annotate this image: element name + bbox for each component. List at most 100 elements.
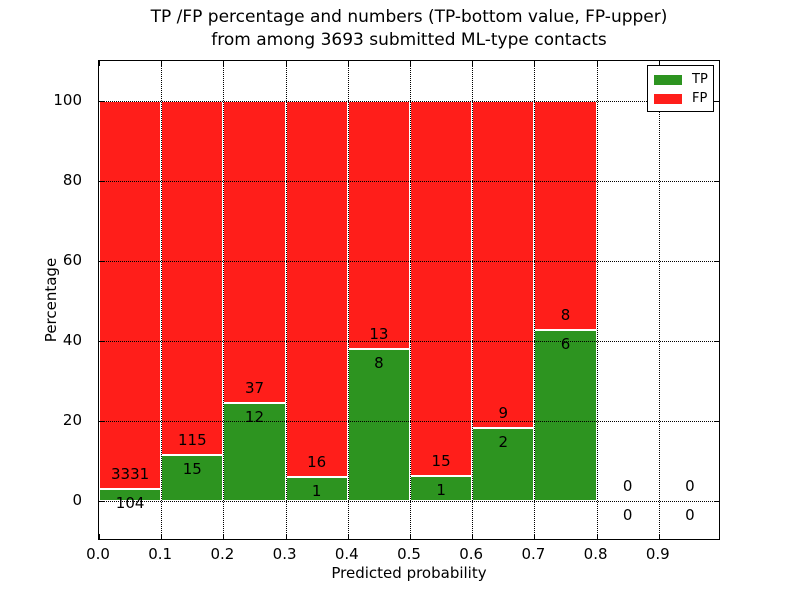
y-tick-mark-right — [714, 101, 719, 102]
vertical-gridline — [161, 61, 163, 539]
x-tick-label: 0.5 — [397, 545, 421, 563]
vertical-gridline — [472, 61, 474, 539]
chart-title: TP /FP percentage and numbers (TP-bottom… — [98, 6, 720, 52]
horizontal-gridline — [99, 261, 719, 262]
y-tick-mark-right — [714, 341, 719, 342]
x-tick-label: 0.3 — [272, 545, 297, 563]
y-tick-mark-right — [714, 421, 719, 422]
legend-label-fp: FP — [692, 91, 708, 106]
x-tick-mark — [410, 534, 411, 539]
y-tick-label: 100 — [53, 91, 82, 109]
y-tick-mark — [99, 421, 104, 422]
tp-bar-segment — [223, 403, 286, 501]
legend-label-tp: TP — [692, 72, 708, 87]
x-tick-mark — [534, 534, 536, 539]
x-tick-mark — [658, 534, 660, 539]
x-tick-mark-top — [99, 61, 100, 66]
tp-bar-segment — [161, 454, 224, 501]
x-tick-label: 0.4 — [334, 545, 359, 563]
vertical-gridline — [410, 61, 411, 539]
tp-bar-segment — [472, 428, 535, 501]
fp-count-label: 0 — [622, 477, 633, 495]
plot-area: 3331 104 115 15 37 12 16 1 13 8 15 1 9 2 8 6 0 0 0 0 — [98, 60, 720, 540]
y-tick-mark-right — [714, 261, 719, 262]
horizontal-gridline — [99, 341, 719, 342]
y-tick-mark — [99, 181, 104, 182]
tp-color-swatch — [654, 75, 682, 85]
vertical-gridline — [658, 61, 660, 539]
fp-count-label: 37 — [244, 379, 265, 398]
x-tick-mark-top — [223, 61, 225, 66]
horizontal-gridline — [99, 501, 719, 502]
tp-bar-segment — [99, 488, 162, 501]
x-tick-mark-top — [347, 61, 349, 66]
fp-bar-segment — [285, 101, 348, 478]
x-tick-mark-top — [161, 61, 163, 66]
horizontal-gridline — [99, 101, 719, 102]
fp-bar-segment — [410, 101, 473, 476]
x-tick-mark — [347, 534, 349, 539]
fp-color-swatch — [654, 94, 682, 104]
tp-bar-segment — [534, 329, 597, 501]
y-tick-mark — [99, 341, 104, 342]
x-tick-mark-top — [472, 61, 474, 66]
y-tick-mark — [99, 501, 104, 502]
fp-bar-segment — [347, 101, 410, 349]
x-tick-label: 0.7 — [521, 545, 546, 563]
fp-count-label: 13 — [369, 324, 389, 343]
fp-count-label: 115 — [177, 430, 207, 449]
x-axis-label: Predicted probability — [331, 564, 487, 582]
x-tick-mark — [472, 534, 474, 539]
tp-count-label: 1 — [311, 482, 322, 501]
x-tick-mark-top — [534, 61, 536, 66]
fp-count-label: 15 — [431, 452, 451, 470]
x-tick-mark-top — [596, 61, 598, 66]
x-tick-mark — [596, 534, 598, 539]
x-tick-label: 0.1 — [148, 545, 173, 563]
y-axis-label: Percentage — [42, 257, 60, 343]
tp-count-label: 2 — [498, 433, 509, 452]
tp-count-label: 1 — [436, 481, 446, 499]
y-tick-label: 60 — [62, 251, 82, 269]
fp-bar-segment — [472, 101, 535, 429]
fp-bar-segment — [161, 101, 224, 455]
fp-bar-segment — [534, 101, 597, 330]
horizontal-gridline — [99, 421, 719, 422]
chart-title-line2: from among 3693 submitted ML-type contac… — [211, 30, 607, 50]
y-tick-label: 40 — [62, 331, 82, 349]
x-tick-label: 0.8 — [583, 545, 608, 563]
vertical-gridline — [534, 61, 536, 539]
y-tick-mark — [99, 101, 104, 102]
vertical-gridline — [596, 61, 598, 539]
chart-title-line1: TP /FP percentage and numbers (TP-bottom… — [150, 7, 668, 27]
y-tick-mark-right — [714, 181, 719, 182]
y-tick-label: 20 — [62, 411, 82, 429]
tp-count-label: 104 — [115, 493, 145, 512]
tp-count-label: 0 — [622, 506, 633, 524]
x-tick-mark-top — [410, 61, 411, 66]
tp-count-label: 15 — [182, 459, 202, 478]
horizontal-gridline — [99, 181, 719, 182]
tp-count-label: 12 — [244, 408, 265, 427]
fp-count-label: 3331 — [111, 464, 150, 483]
y-tick-mark — [99, 261, 104, 262]
x-tick-label: 0.9 — [645, 545, 670, 563]
x-tick-mark — [161, 534, 163, 539]
legend: TP FP — [647, 65, 714, 112]
tp-count-label: 6 — [560, 334, 571, 353]
y-tick-label: 80 — [62, 171, 82, 189]
x-tick-label: 0.2 — [210, 545, 235, 563]
tp-count-label: 0 — [685, 506, 695, 524]
fp-bar-segment — [99, 101, 162, 489]
x-tick-label: 0.6 — [459, 545, 484, 563]
y-tick-mark-right — [714, 501, 719, 502]
vertical-gridline — [347, 61, 349, 539]
vertical-gridline — [285, 61, 287, 539]
vertical-gridline — [223, 61, 225, 539]
y-tick-label: 0 — [72, 491, 82, 509]
tp-count-label: 8 — [374, 353, 384, 372]
fp-count-label: 16 — [307, 453, 327, 472]
fp-bar-segment — [223, 101, 286, 404]
x-tick-mark-top — [285, 61, 287, 66]
